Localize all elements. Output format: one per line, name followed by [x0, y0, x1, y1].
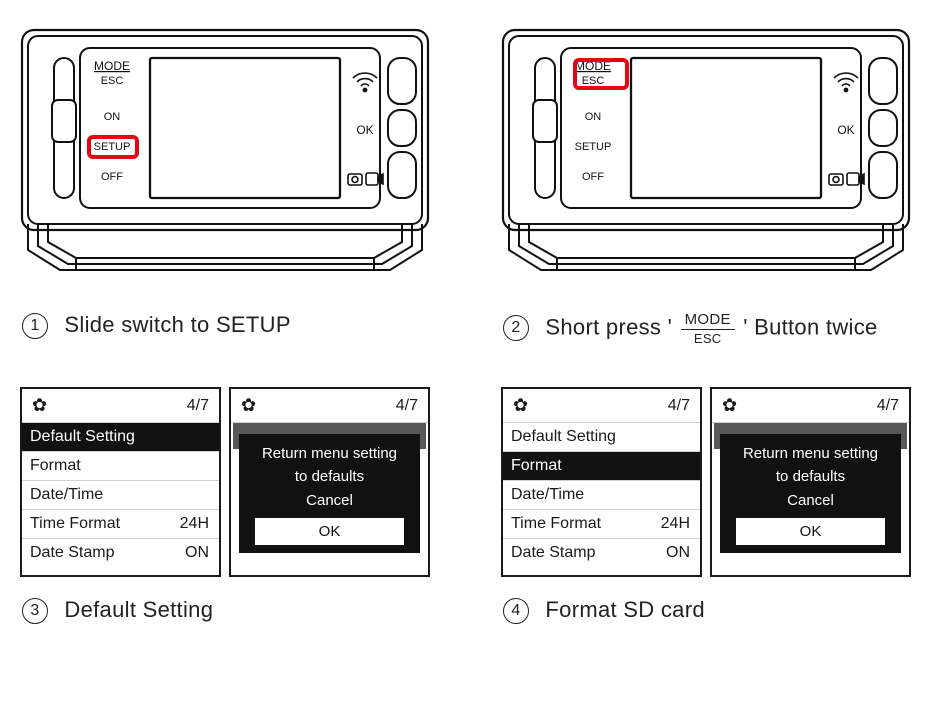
gear-icon: ✿: [241, 395, 256, 416]
caption-suffix-2: ' Button twice: [743, 314, 877, 339]
menu-header: ✿ 4/7: [231, 389, 428, 423]
caption-step2: 2 Short press ' MODE ESC ' Button twice: [503, 312, 922, 345]
camera-step1: MODE ESC ON SETUP OFF OK: [20, 18, 430, 298]
menu-item-date-stamp[interactable]: Date Stamp ON: [22, 538, 219, 567]
svg-text:OFF: OFF: [582, 171, 604, 183]
menu-item-default-setting[interactable]: Default Setting: [503, 423, 700, 451]
dialog-ok-button[interactable]: OK: [255, 518, 404, 545]
menu-item-date-stamp[interactable]: Date Stamp ON: [503, 538, 700, 567]
caption-text-3: Default Setting: [64, 597, 213, 622]
menus-step3: ✿ 4/7 Default Setting Format Date/Time: [20, 387, 430, 577]
step-number-1: 1: [22, 313, 48, 339]
dialog-cancel[interactable]: Cancel: [726, 489, 895, 512]
caption-step4: 4 Format SD card: [503, 597, 922, 624]
svg-text:ON: ON: [585, 111, 602, 123]
row-menus: ✿ 4/7 Default Setting Format Date/Time: [20, 387, 922, 624]
caption-prefix-2: Short press ': [545, 314, 672, 339]
menu-list-step3: ✿ 4/7 Default Setting Format Date/Time: [20, 387, 221, 577]
menu-header: ✿ 4/7: [712, 389, 909, 423]
step-number-4: 4: [503, 598, 529, 624]
caption-step1: 1 Slide switch to SETUP: [22, 312, 441, 339]
gear-icon: ✿: [32, 395, 47, 416]
menu-dialog-step3: ✿ 4/7 Return menu setting to defaults Ca…: [229, 387, 430, 577]
camera-body-svg: MODE ESC ON SETUP OFF OK: [501, 18, 911, 298]
caption-text-4: Format SD card: [545, 597, 704, 622]
menus-step4: ✿ 4/7 Default Setting Format Date/Time: [501, 387, 911, 577]
gear-icon: ✿: [722, 395, 737, 416]
mode-esc-fraction: MODE ESC: [681, 312, 735, 345]
dialog-line1: Return menu setting: [726, 442, 895, 465]
svg-text:OK: OK: [356, 123, 373, 137]
menu-item-date-time[interactable]: Date/Time: [503, 480, 700, 509]
svg-text:ESC: ESC: [101, 75, 124, 87]
dialog-line2: to defaults: [726, 465, 895, 488]
svg-text:MODE: MODE: [94, 59, 130, 73]
menu-item-default-setting[interactable]: Default Setting: [22, 423, 219, 451]
camera-step2: MODE ESC ON SETUP OFF OK: [501, 18, 911, 298]
menu-item-format[interactable]: Format: [22, 451, 219, 480]
svg-text:OFF: OFF: [101, 171, 123, 183]
dialog-line1: Return menu setting: [245, 442, 414, 465]
svg-text:ON: ON: [104, 111, 121, 123]
highlight-setup: [87, 135, 139, 159]
page-indicator: 4/7: [396, 397, 418, 415]
menu-dialog-step4: ✿ 4/7 Return menu setting to defaults Ca…: [710, 387, 911, 577]
svg-text:SETUP: SETUP: [575, 141, 612, 153]
menu-item-time-format[interactable]: Time Format 24H: [503, 509, 700, 538]
row-cameras: MODE ESC ON SETUP OFF OK: [20, 18, 922, 387]
page-indicator: 4/7: [187, 397, 209, 415]
dialog-cancel[interactable]: Cancel: [245, 489, 414, 512]
menu-item-date-time[interactable]: Date/Time: [22, 480, 219, 509]
gear-icon: ✿: [513, 395, 528, 416]
step-number-3: 3: [22, 598, 48, 624]
menu-item-time-format[interactable]: Time Format 24H: [22, 509, 219, 538]
step-number-2: 2: [503, 315, 529, 341]
page-indicator: 4/7: [877, 397, 899, 415]
caption-step3: 3 Default Setting: [22, 597, 441, 624]
caption-text-1: Slide switch to SETUP: [64, 312, 290, 337]
page-indicator: 4/7: [668, 397, 690, 415]
confirm-dialog: Return menu setting to defaults Cancel O…: [720, 434, 901, 553]
menu-item-format[interactable]: Format: [503, 451, 700, 480]
dialog-line2: to defaults: [245, 465, 414, 488]
confirm-dialog: Return menu setting to defaults Cancel O…: [239, 434, 420, 553]
menu-header: ✿ 4/7: [503, 389, 700, 423]
menu-header: ✿ 4/7: [22, 389, 219, 423]
menu-list-step4: ✿ 4/7 Default Setting Format Date/Time: [501, 387, 702, 577]
highlight-mode: [573, 58, 629, 90]
dialog-ok-button[interactable]: OK: [736, 518, 885, 545]
svg-text:OK: OK: [837, 123, 854, 137]
camera-body-svg: MODE ESC ON SETUP OFF OK: [20, 18, 430, 298]
